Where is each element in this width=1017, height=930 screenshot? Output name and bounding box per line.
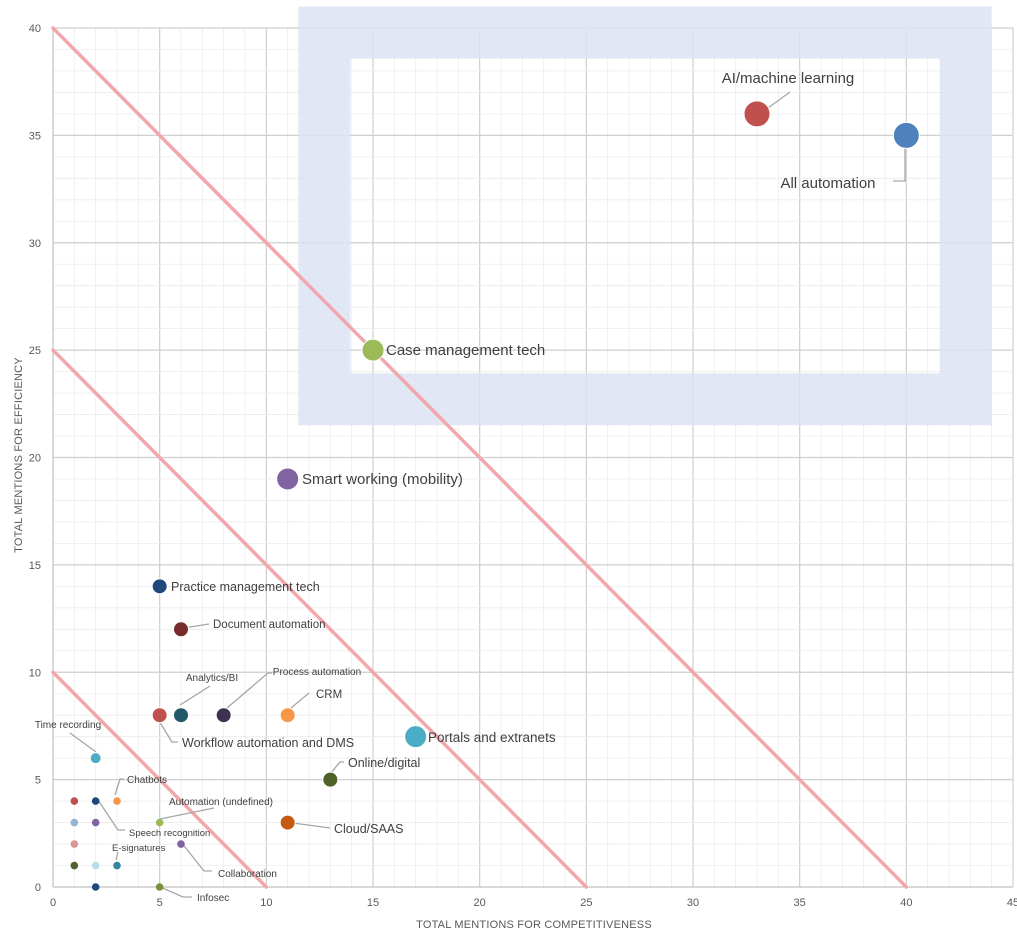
leader-crm (290, 692, 310, 709)
leader-chatbots (114, 778, 124, 796)
label-automation-undefined: Automation (undefined) (169, 797, 273, 808)
chart-gridlines (52, 27, 1014, 888)
leader-analytics-bi (179, 685, 211, 706)
x-axis-title: TOTAL MENTIONS FOR COMPETITIVENESS (416, 919, 652, 930)
label-cloud-saas: Cloud/SAAS (334, 822, 403, 836)
reference-line-2 (51, 348, 589, 889)
leader-automation-undefined (159, 807, 215, 820)
x-tick-label: 15 (367, 897, 379, 909)
point-speech-recognition (91, 818, 100, 827)
x-tick-label: 20 (474, 897, 486, 909)
x-tick-label: 40 (900, 897, 912, 909)
x-tick-label: 30 (687, 897, 699, 909)
point-ai-machine-learning (743, 100, 771, 128)
label-crm: CRM (316, 689, 342, 701)
x-tick-label: 10 (260, 897, 272, 909)
label-smart-working-mobility: Smart working (mobility) (302, 471, 463, 488)
point-e-signatures (113, 861, 121, 870)
label-all-automation: All automation (780, 175, 875, 192)
point-cloud-saas (279, 814, 296, 831)
label-ai-machine-learning: AI/machine learning (722, 70, 855, 87)
y-axis-title: TOTAL MENTIONS FOR EFFICIENCY (13, 357, 25, 553)
point-unlabeled-22 (91, 797, 100, 805)
point-unlabeled-23 (70, 818, 79, 827)
point-document-automation (173, 621, 189, 638)
point-unlabeled-21 (70, 797, 79, 805)
label-speech-recognition: Speech recognition (129, 828, 210, 839)
y-tick-label: 20 (29, 453, 41, 465)
label-process-automation: Process automation (273, 667, 361, 678)
label-e-signatures: E-signatures (112, 843, 166, 854)
label-time-recording: Time recording (35, 720, 101, 731)
point-all-automation (892, 121, 920, 149)
y-tick-label: 30 (29, 238, 41, 250)
label-document-automation: Document automation (213, 619, 326, 631)
point-crm (279, 707, 296, 724)
point-case-management-tech (361, 338, 385, 362)
leader-online-digital (329, 761, 344, 775)
leader-infosec (157, 885, 192, 898)
highlight-frame (298, 6, 992, 426)
point-workflow-automation-and-dms (151, 707, 168, 724)
point-smart-working-mobility (276, 467, 300, 491)
point-unlabeled-27 (91, 883, 100, 891)
label-workflow-automation-and-dms: Workflow automation and DMS (182, 736, 354, 750)
x-tick-label: 5 (157, 897, 163, 909)
axis-tick-labels: 0 5 10 15 20 25 30 35 40 45 0 5 10 15 20 25 30 35 40 (29, 23, 1017, 909)
data-labels: AI/machine learning All automation Case ma… (35, 70, 876, 904)
leader-e-signatures (115, 851, 119, 861)
reference-lines (51, 26, 909, 889)
point-process-automation (215, 707, 232, 724)
x-tick-label: 35 (794, 897, 806, 909)
leader-all-automation (893, 135, 906, 182)
leader-time-recording (69, 732, 97, 753)
x-tick-label: 25 (580, 897, 592, 909)
point-chatbots (113, 797, 121, 805)
x-tick-label: 45 (1007, 897, 1017, 909)
label-case-management-tech: Case management tech (386, 342, 545, 359)
point-unlabeled-26 (91, 861, 100, 870)
data-points (70, 100, 920, 891)
leader-ai-machine-learning (767, 91, 791, 109)
point-unlabeled-25 (70, 861, 79, 870)
x-tick-label: 0 (50, 897, 56, 909)
leader-workflow-automation-and-dms (158, 720, 178, 743)
point-online-digital (322, 771, 339, 788)
point-automation-undefined (155, 818, 164, 827)
label-practice-management-tech: Practice management tech (171, 580, 320, 594)
leader-cloud-saas (292, 822, 331, 829)
label-portals-and-extranets: Portals and extranets (428, 730, 556, 745)
point-time-recording (89, 752, 102, 765)
label-leader-lines (69, 91, 906, 898)
y-tick-label: 15 (29, 560, 41, 572)
label-infosec: Infosec (197, 893, 229, 904)
y-tick-label: 40 (29, 23, 41, 35)
leader-process-automation (226, 672, 272, 709)
label-collaboration: Collaboration (218, 869, 277, 880)
point-portals-and-extranets (404, 725, 428, 749)
point-practice-management-tech (151, 578, 168, 595)
y-tick-label: 25 (29, 345, 41, 357)
point-collaboration (177, 840, 185, 848)
label-analytics-bi: Analytics/BI (186, 673, 238, 684)
label-chatbots: Chatbots (127, 775, 167, 786)
highlight-region (298, 6, 992, 426)
label-online-digital: Online/digital (348, 756, 420, 770)
point-unlabeled-24 (70, 840, 79, 848)
leader-collaboration (180, 841, 212, 872)
y-tick-label: 10 (29, 667, 41, 679)
y-tick-label: 0 (35, 882, 41, 894)
leader-speech-recognition (97, 799, 125, 831)
y-tick-label: 35 (29, 130, 41, 142)
y-tick-label: 5 (35, 775, 41, 787)
point-analytics-bi (173, 707, 189, 724)
reference-line-1 (51, 670, 269, 889)
reference-line-3 (51, 26, 909, 889)
point-infosec (155, 883, 164, 891)
